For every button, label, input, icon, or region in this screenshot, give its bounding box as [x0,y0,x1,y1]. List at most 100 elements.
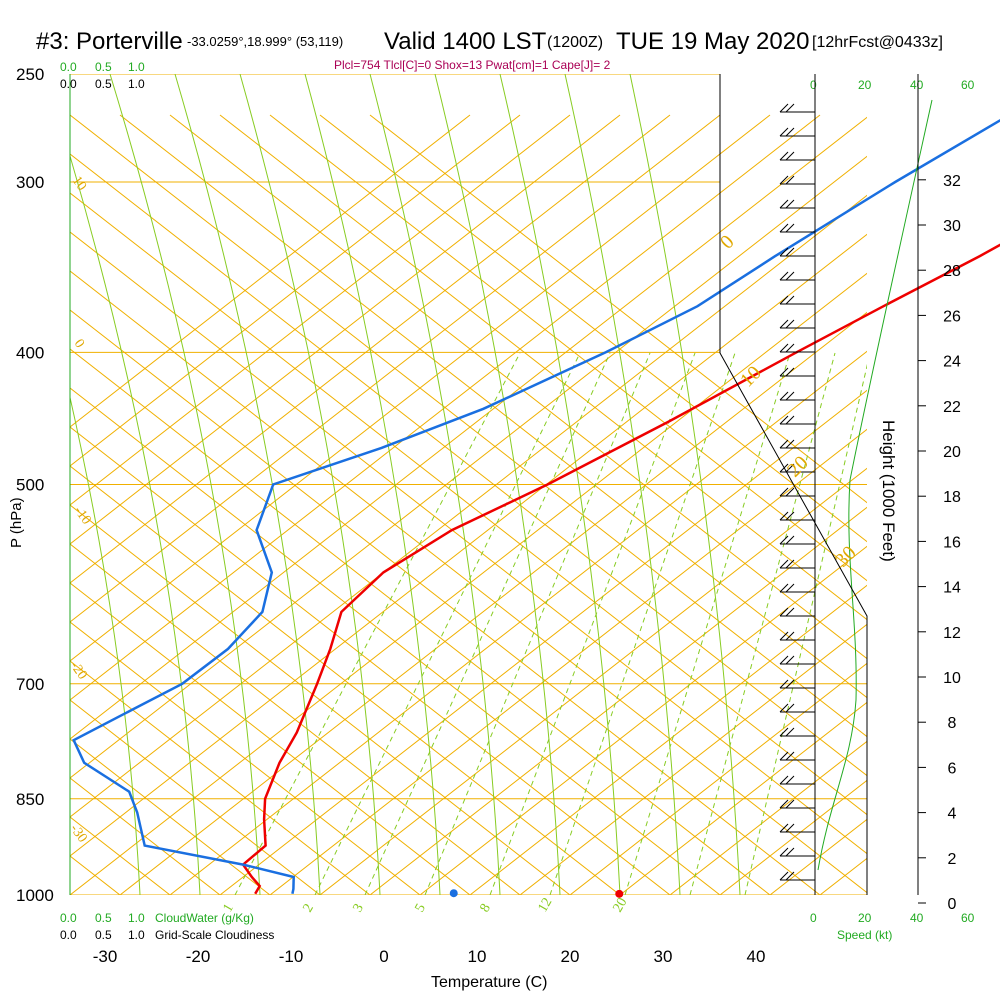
adiabat-line [70,231,867,855]
wind-barb [779,535,815,545]
speed-bot-0: 0 [810,911,817,925]
mixing-ratio-label: 3 [350,901,366,915]
theta-label: 30 [831,542,861,572]
wind-barb [779,319,815,329]
height-tick: 8 [948,715,957,732]
theta-label: 10 [736,362,766,392]
temperature-tick: 40 [747,947,766,966]
surface-temp-marker [615,889,624,898]
stability-indices: Plcl=754 Tlcl[C]=0 Shox=13 Pwat[cm]=1 Ca… [334,58,611,72]
wind-barb [779,487,815,497]
moist-adiabat [629,74,741,895]
wind-barb [779,751,815,761]
isotherm-label: -10 [71,504,94,528]
height-tick: 30 [943,218,961,235]
adiabat-line [70,309,821,895]
isotherm [70,114,471,428]
mixing-ratio-label: 20 [610,895,630,915]
valid-date: TUE 19 May 2020 [616,28,809,55]
isotherm [70,114,521,467]
mixing-ratio-line [364,352,611,895]
adiabat-line [219,114,867,621]
isotherm [70,116,867,740]
adiabat-line [70,270,867,894]
adiabat-line [70,621,421,895]
temperature-tick: -30 [93,947,118,966]
speed-bot-40: 40 [910,911,924,925]
cloud-scale-top-black-0: 0.0 [60,77,77,91]
cloud-scale-top-black-2: 1.0 [128,77,145,91]
temperature-axis-label: Temperature (C) [431,974,547,991]
isotherm [970,115,1000,895]
adiabat-line [70,426,671,895]
temperature-tick: 0 [379,947,388,966]
speed-axis-label: Speed (kt) [837,928,892,942]
adiabat-line [70,699,321,895]
moist-adiabat [304,74,441,895]
height-tick: 16 [943,534,961,551]
cloud-scale-top-green-2: 1.0 [128,60,145,74]
utc-time: (1200Z) [547,34,603,51]
sounding-profiles [72,99,1000,898]
wind-barb [779,823,815,833]
adiabat-line [70,465,621,895]
adiabat-line [70,153,867,777]
cloud-scale-top-black-1: 0.5 [95,77,112,91]
speed-top-0: 0 [810,78,817,92]
height-tick: 12 [943,625,961,642]
wind-barb [779,775,815,785]
adiabat-line [70,348,771,895]
cloud-scale-bot-black-2: 1.0 [128,928,145,942]
isotherm [619,701,867,895]
adiabat-line [70,387,721,895]
mixing-ratio-line [234,352,521,895]
height-tick: 32 [943,173,961,190]
wind-barb [779,583,815,593]
isotherm-label: 10 [69,174,89,194]
isotherm [70,114,771,662]
isotherm [569,662,867,895]
pressure-tick: 500 [16,476,44,495]
mixing-ratio-line [744,363,867,895]
wind-barb [779,271,815,281]
wind-barb [779,223,815,233]
pressure-axis-label: P (hPa) [8,497,25,548]
isotherm [419,545,867,895]
height-tick: 6 [948,760,957,777]
wind-barb [779,727,815,737]
adiabat-line [70,192,867,816]
cloud-scale-bot-black-1: 0.5 [95,928,112,942]
pressure-tick: 700 [16,675,44,694]
wind-barb [779,679,815,689]
moist-adiabat [499,74,621,895]
pressure-tick: 250 [16,65,44,84]
cloud-scale-bot-black-0: 0.0 [60,928,77,942]
wind-barb [779,103,815,113]
speed-bot-20: 20 [858,911,872,925]
isotherm [369,506,867,895]
cloud-scale-top-green-1: 0.5 [95,60,112,74]
speed-top-20: 20 [858,78,872,92]
speed-top-60: 60 [961,78,975,92]
height-tick: 18 [943,489,961,506]
adiabat-line [70,738,271,895]
moist-adiabat [70,154,201,895]
wind-barb [779,871,815,881]
wind-barb [779,151,815,161]
pressure-tick: 850 [16,790,44,809]
pressure-tick: 1000 [16,886,54,905]
height-tick: 22 [943,399,961,416]
mixing-ratio-line [624,352,791,895]
cloud-scale-bottom: 0.0 0.5 1.0 CloudWater (g/Kg) 0.0 0.5 1.… [60,911,274,942]
adiabat-line [70,114,867,738]
temperature-axis-ticks: -30 -20 -10 0 10 20 30 40 [93,947,766,966]
isotherm [70,233,867,857]
temperature-line [241,243,1000,895]
isotherm [70,114,821,701]
wind-barb [779,367,815,377]
valid-time: Valid 1400 LST [384,28,547,55]
temperature-tick: -10 [279,947,304,966]
